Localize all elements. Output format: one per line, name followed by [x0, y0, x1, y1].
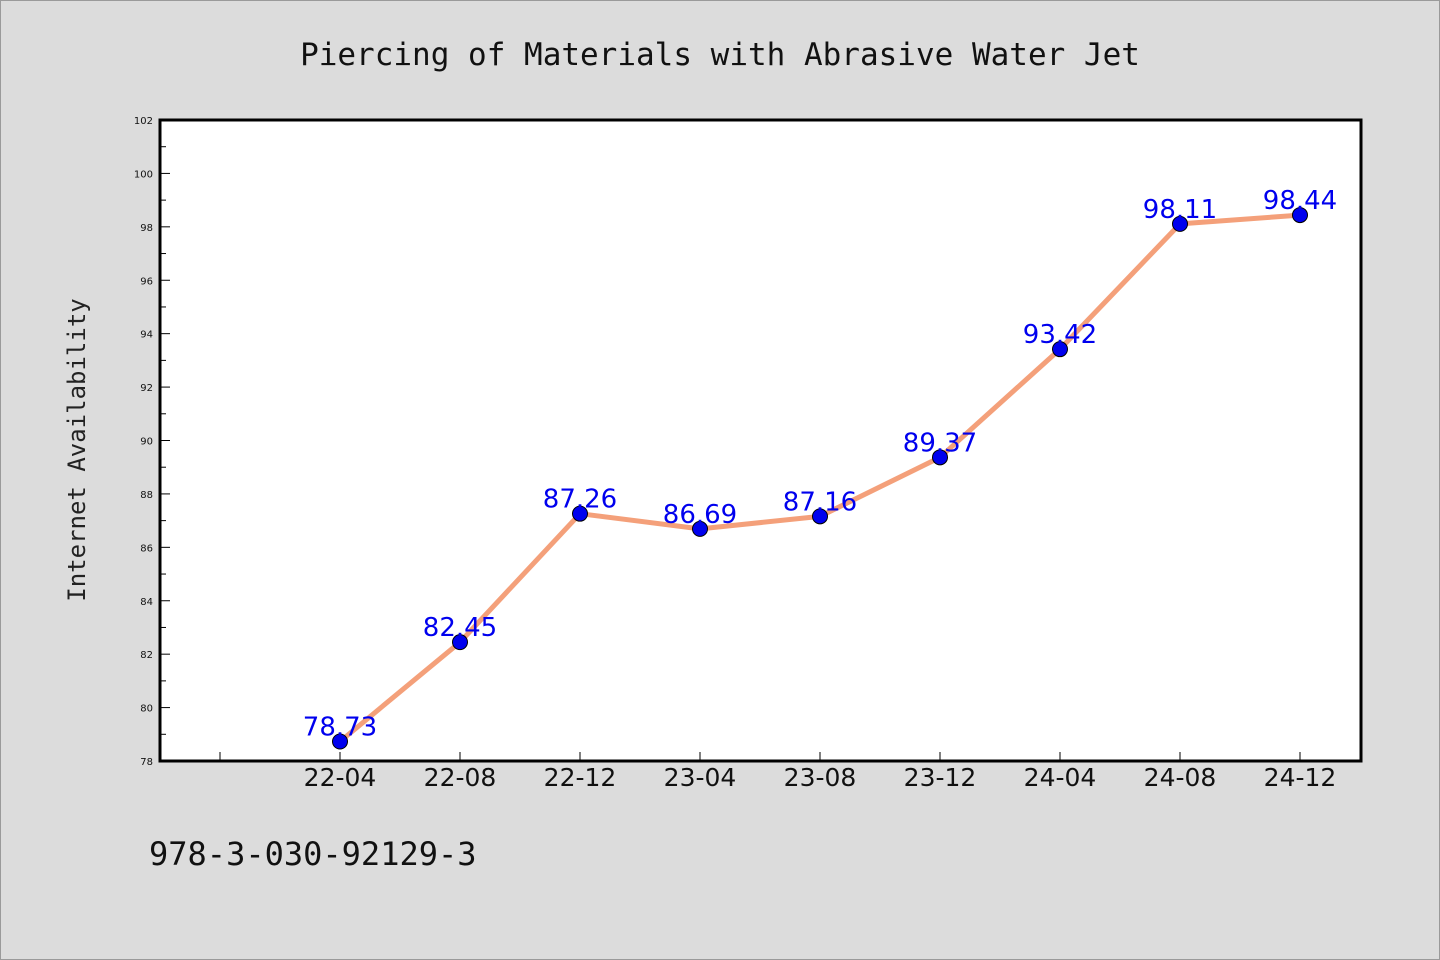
x-tick-label: 24-08: [1144, 763, 1217, 792]
series-group: 78.73 82.45 87.26 86.69 87.16 89.37 93.42 98.11…: [303, 186, 1337, 750]
data-point: [812, 508, 828, 525]
y-tick-label: 96: [140, 276, 153, 287]
data-point: [332, 733, 348, 750]
data-label: 89.37: [903, 428, 977, 458]
data-label: 87.16: [783, 487, 857, 517]
data-label: 98.11: [1143, 195, 1217, 225]
x-tick-label: 22-08: [424, 763, 497, 792]
x-tick-label: 22-12: [544, 763, 617, 792]
y-tick-label: 82: [140, 650, 153, 661]
y-tick-label: 98: [140, 223, 153, 234]
data-label: 93.42: [1023, 320, 1097, 350]
data-label: 87.26: [543, 485, 617, 515]
y-tick-label: 84: [140, 597, 153, 608]
data-label: 98.44: [1263, 186, 1337, 216]
x-tick-label: 24-12: [1264, 763, 1337, 792]
x-tick-label: 23-12: [904, 763, 977, 792]
data-label: 78.73: [303, 713, 377, 743]
data-point: [572, 505, 588, 522]
x-tick-label: 23-04: [664, 763, 737, 792]
data-point: [452, 634, 468, 651]
data-label: 86.69: [663, 500, 737, 530]
y-tick-label: 86: [140, 543, 153, 554]
data-point: [1292, 207, 1308, 224]
y-tick-label: 94: [140, 330, 153, 341]
data-point: [1052, 341, 1068, 358]
y-tick-label: 88: [140, 490, 153, 501]
plot-area: [158, 118, 1363, 763]
y-axis: 78 80 82 84 86 88 90 92 94 96 98 100 102: [134, 116, 170, 768]
footnote: 978-3-030-92129-3: [149, 835, 477, 873]
x-tick-label: 22-04: [304, 763, 377, 792]
y-tick-label: 100: [134, 169, 153, 180]
data-point: [932, 449, 948, 466]
data-point: [692, 520, 708, 537]
y-tick-label: 102: [134, 116, 153, 127]
y-tick-label: 92: [140, 383, 153, 394]
y-tick-label: 78: [140, 757, 153, 768]
y-tick-label: 80: [140, 704, 153, 715]
data-label: 82.45: [423, 613, 497, 643]
x-tick-label: 23-08: [784, 763, 857, 792]
chart-title: Piercing of Materials with Abrasive Wate…: [300, 37, 1140, 73]
y-axis-label: Internet Availability: [63, 298, 91, 601]
data-point: [1172, 215, 1188, 232]
x-axis: 22-04 22-08 22-12 23-04 23-08 23-12 24-04 24-08…: [219, 752, 1337, 792]
y-tick-label: 90: [140, 437, 153, 448]
x-tick-label: 24-04: [1024, 763, 1097, 792]
